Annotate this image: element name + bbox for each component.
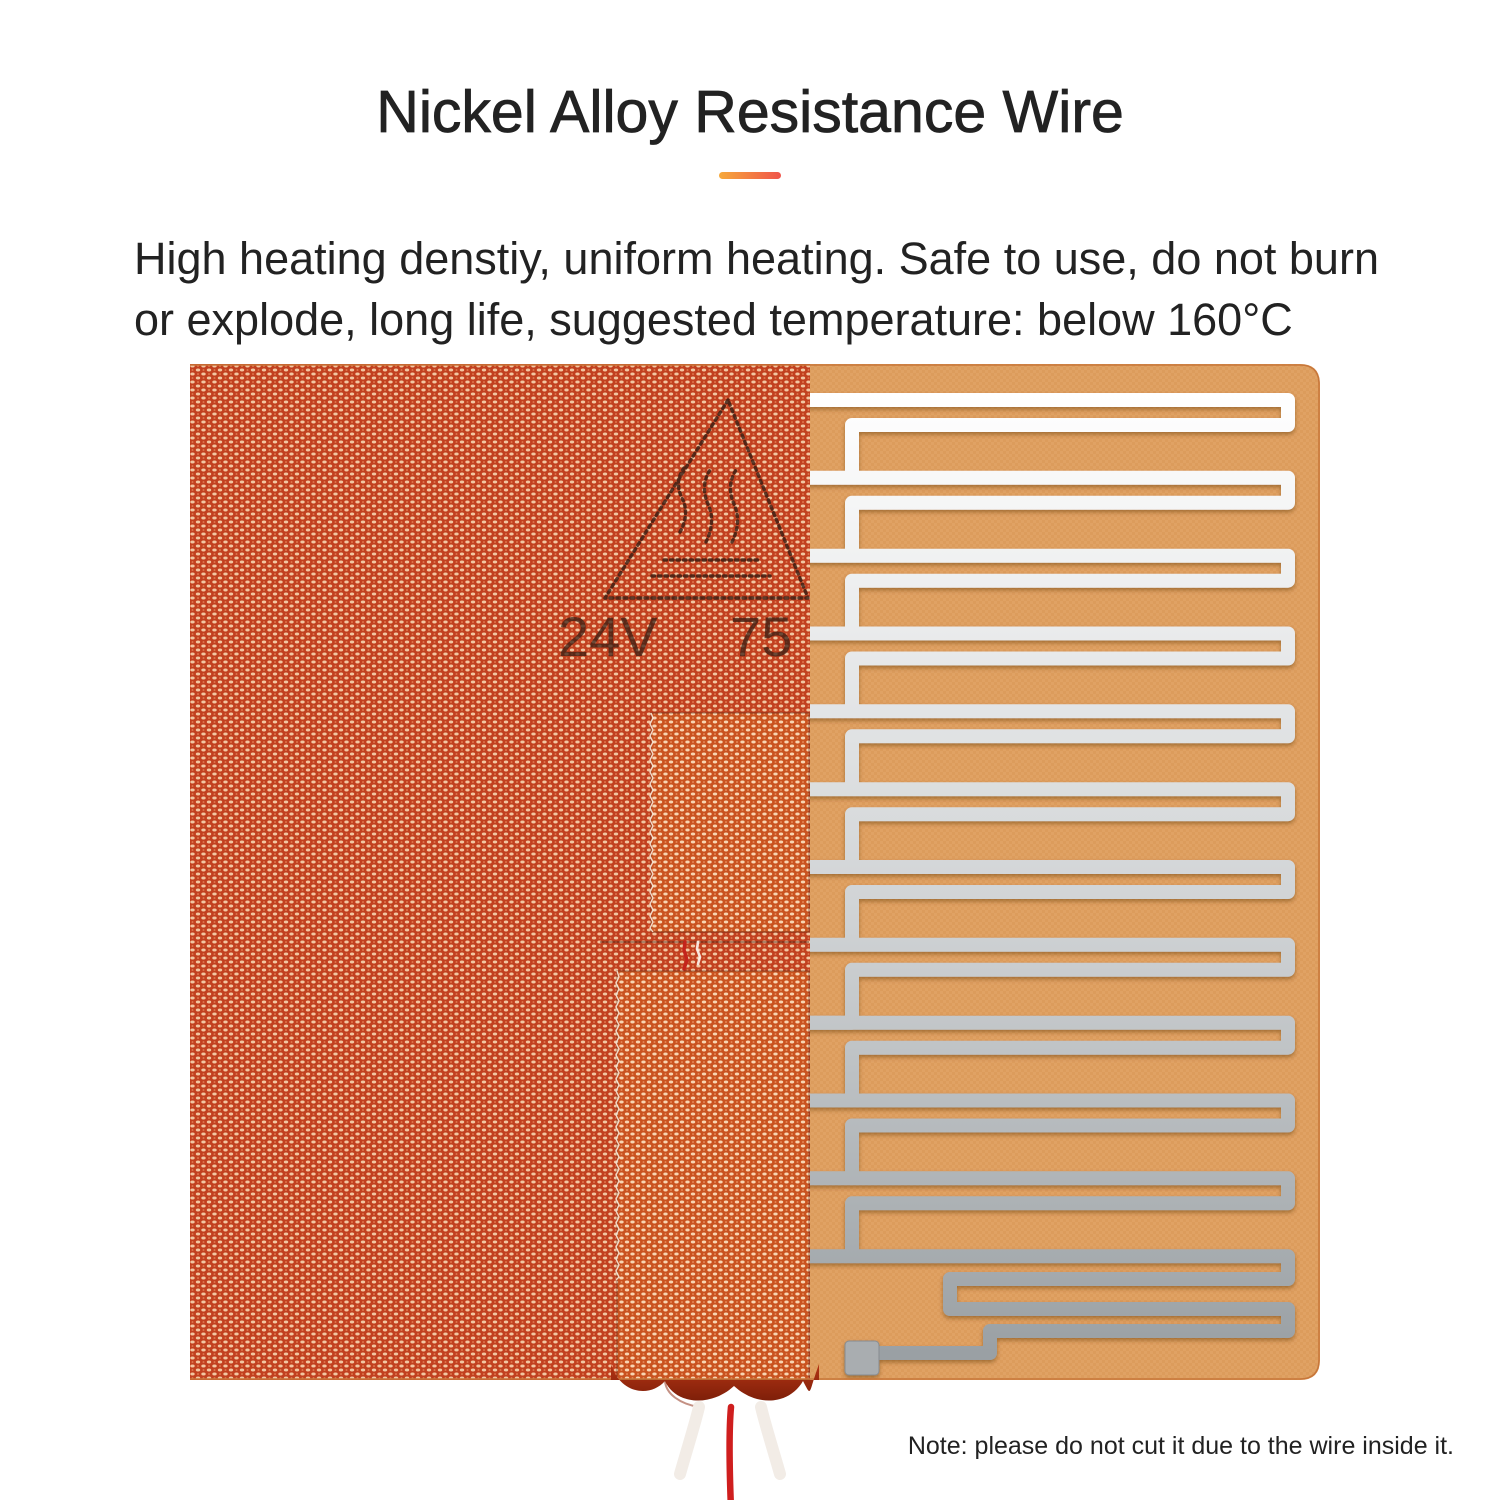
svg-text:75: 75 xyxy=(730,605,792,668)
svg-text:24V: 24V xyxy=(558,605,658,668)
